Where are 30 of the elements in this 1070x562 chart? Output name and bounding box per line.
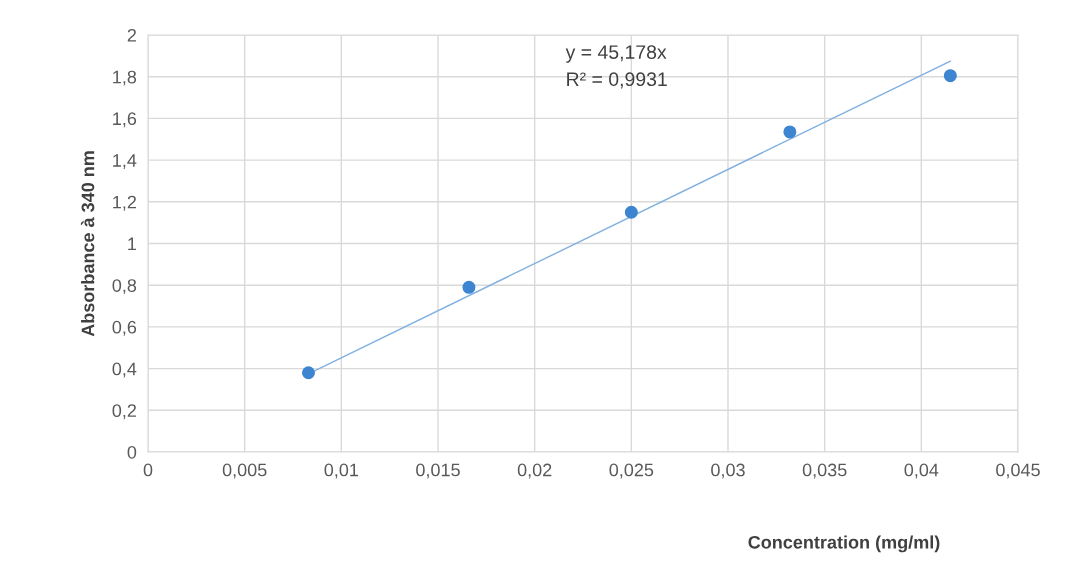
x-tick-label: 0	[143, 463, 153, 477]
y-tick-label: 2	[127, 28, 136, 42]
y-tick-label: 1	[128, 237, 137, 251]
y-tick-label: 1,8	[113, 70, 137, 86]
y-tick-label: 1,4	[113, 154, 137, 169]
point	[301, 366, 315, 380]
x-tick-label: 0,005	[222, 463, 267, 479]
x-tick-label: 0,025	[609, 463, 654, 479]
x-tick-label: 0,04	[904, 463, 939, 479]
y-tick-label: 0,4	[112, 362, 137, 378]
point	[462, 280, 476, 294]
y-tick-label: 0,6	[112, 320, 137, 336]
point	[943, 69, 957, 83]
y-tick-label: 1,2	[113, 195, 136, 211]
x-tick-label: 0,045	[996, 463, 1040, 479]
x-tick-label: 0,02	[517, 463, 552, 479]
y-tick-label: 1,6	[113, 112, 137, 128]
y-axis-title: Absorbance à 340 nm	[80, 151, 95, 337]
y-tick-label: 0,2	[112, 404, 136, 420]
x-axis-title: Concentration (mg/ml)	[748, 535, 940, 553]
x-tick-label: 0,035	[802, 463, 847, 479]
x-tick-label: 0,015	[416, 463, 460, 479]
x-tick-label: 0,01	[324, 463, 359, 479]
annotation: R² = 0,9931	[567, 72, 667, 89]
annotation: y = 45,178x	[565, 45, 667, 63]
point	[783, 125, 797, 139]
x-tick-label: 0,03	[711, 463, 745, 479]
y-tick-label: 0	[127, 445, 137, 459]
point	[624, 205, 638, 219]
y-tick-label: 0,8	[112, 279, 137, 295]
